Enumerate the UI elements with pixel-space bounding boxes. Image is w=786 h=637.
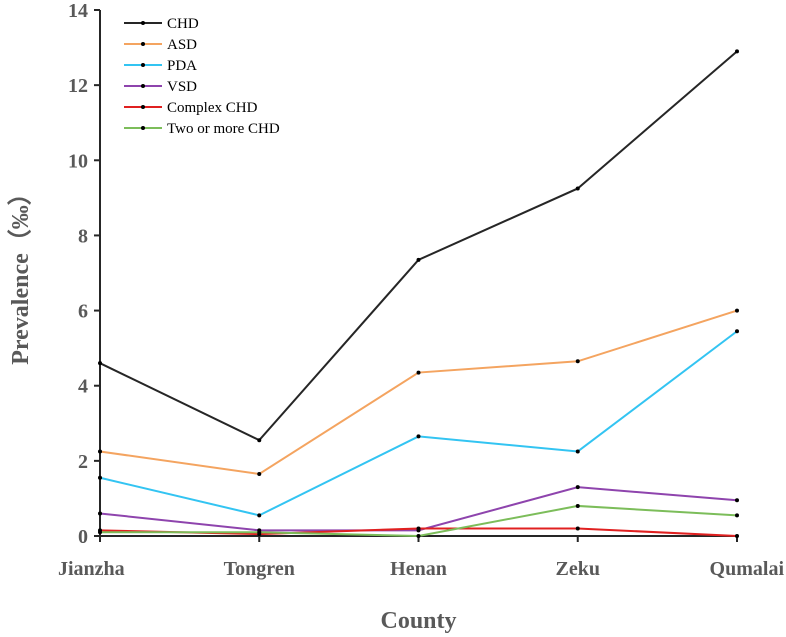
legend-label: VSD bbox=[167, 79, 197, 95]
y-ticks: 0 2 4 6 8 10 12 14 bbox=[68, 0, 100, 548]
series-layer bbox=[98, 49, 739, 538]
y-tick-label: 10 bbox=[68, 150, 88, 172]
legend-label: Complex CHD bbox=[167, 100, 258, 116]
legend-marker bbox=[141, 42, 145, 46]
legend-label: PDA bbox=[167, 58, 197, 74]
data-point bbox=[257, 472, 262, 477]
data-point bbox=[735, 534, 739, 538]
series-pda bbox=[98, 329, 739, 518]
series-two-or-more-chd bbox=[98, 503, 739, 538]
legend-marker bbox=[141, 84, 145, 88]
data-point bbox=[416, 534, 421, 538]
series-asd bbox=[98, 308, 739, 477]
legend-marker bbox=[141, 105, 145, 109]
legend-label: Two or more CHD bbox=[167, 121, 280, 137]
y-tick-label: 8 bbox=[78, 225, 88, 247]
data-point bbox=[575, 449, 580, 454]
x-tick-label: Zeku bbox=[556, 558, 600, 580]
legend-item: Two or more CHD bbox=[124, 121, 280, 137]
legend-marker bbox=[141, 21, 145, 25]
y-tick-label: 2 bbox=[78, 451, 88, 473]
data-point bbox=[735, 498, 739, 503]
legend-label: CHD bbox=[167, 16, 199, 32]
x-tick-label: Jianzha bbox=[58, 558, 125, 580]
data-point bbox=[735, 308, 739, 313]
data-point bbox=[257, 513, 262, 518]
legend: CHD ASD PDA VSD Complex CHD Two or more CHD bbox=[124, 16, 280, 137]
data-point bbox=[735, 49, 739, 54]
series-vsd bbox=[98, 485, 739, 533]
data-point bbox=[98, 361, 102, 366]
y-tick-label: 6 bbox=[78, 301, 88, 323]
x-tick-label: Henan bbox=[390, 558, 447, 580]
data-point bbox=[575, 359, 580, 364]
data-point bbox=[735, 329, 739, 334]
y-tick-label: 12 bbox=[68, 75, 88, 97]
legend-item: Complex CHD bbox=[124, 100, 258, 116]
data-point bbox=[416, 257, 421, 262]
legend-label: ASD bbox=[167, 37, 197, 53]
x-tick-label: Qumalai bbox=[710, 558, 785, 580]
series-line bbox=[99, 330, 738, 517]
x-tick-label: Tongren bbox=[224, 558, 295, 580]
legend-item: PDA bbox=[124, 58, 197, 74]
data-point bbox=[257, 530, 262, 535]
data-point bbox=[416, 526, 421, 531]
data-point bbox=[257, 438, 262, 443]
y-tick-label: 14 bbox=[68, 0, 88, 22]
legend-marker bbox=[141, 126, 145, 130]
series-line bbox=[99, 309, 738, 476]
y-tick-label: 0 bbox=[78, 526, 88, 548]
y-axis-title: Prevalence（‰） bbox=[7, 181, 34, 365]
data-point bbox=[575, 526, 580, 531]
data-point bbox=[98, 530, 102, 535]
data-point bbox=[575, 485, 580, 490]
series-chd bbox=[98, 49, 739, 443]
data-point bbox=[98, 475, 102, 480]
x-axis-title: County bbox=[380, 608, 456, 634]
legend-item: VSD bbox=[124, 79, 197, 95]
data-point bbox=[575, 503, 580, 508]
legend-marker bbox=[141, 63, 145, 67]
data-point bbox=[98, 449, 102, 454]
data-point bbox=[98, 511, 102, 516]
data-point bbox=[575, 186, 580, 191]
data-point bbox=[735, 513, 739, 518]
data-point bbox=[416, 370, 421, 375]
legend-item: ASD bbox=[124, 37, 197, 53]
data-point bbox=[416, 434, 421, 439]
y-tick-label: 4 bbox=[78, 376, 88, 398]
legend-item: CHD bbox=[124, 16, 199, 32]
x-ticks: Jianzha Tongren Henan Zeku Qumalai bbox=[58, 536, 784, 580]
